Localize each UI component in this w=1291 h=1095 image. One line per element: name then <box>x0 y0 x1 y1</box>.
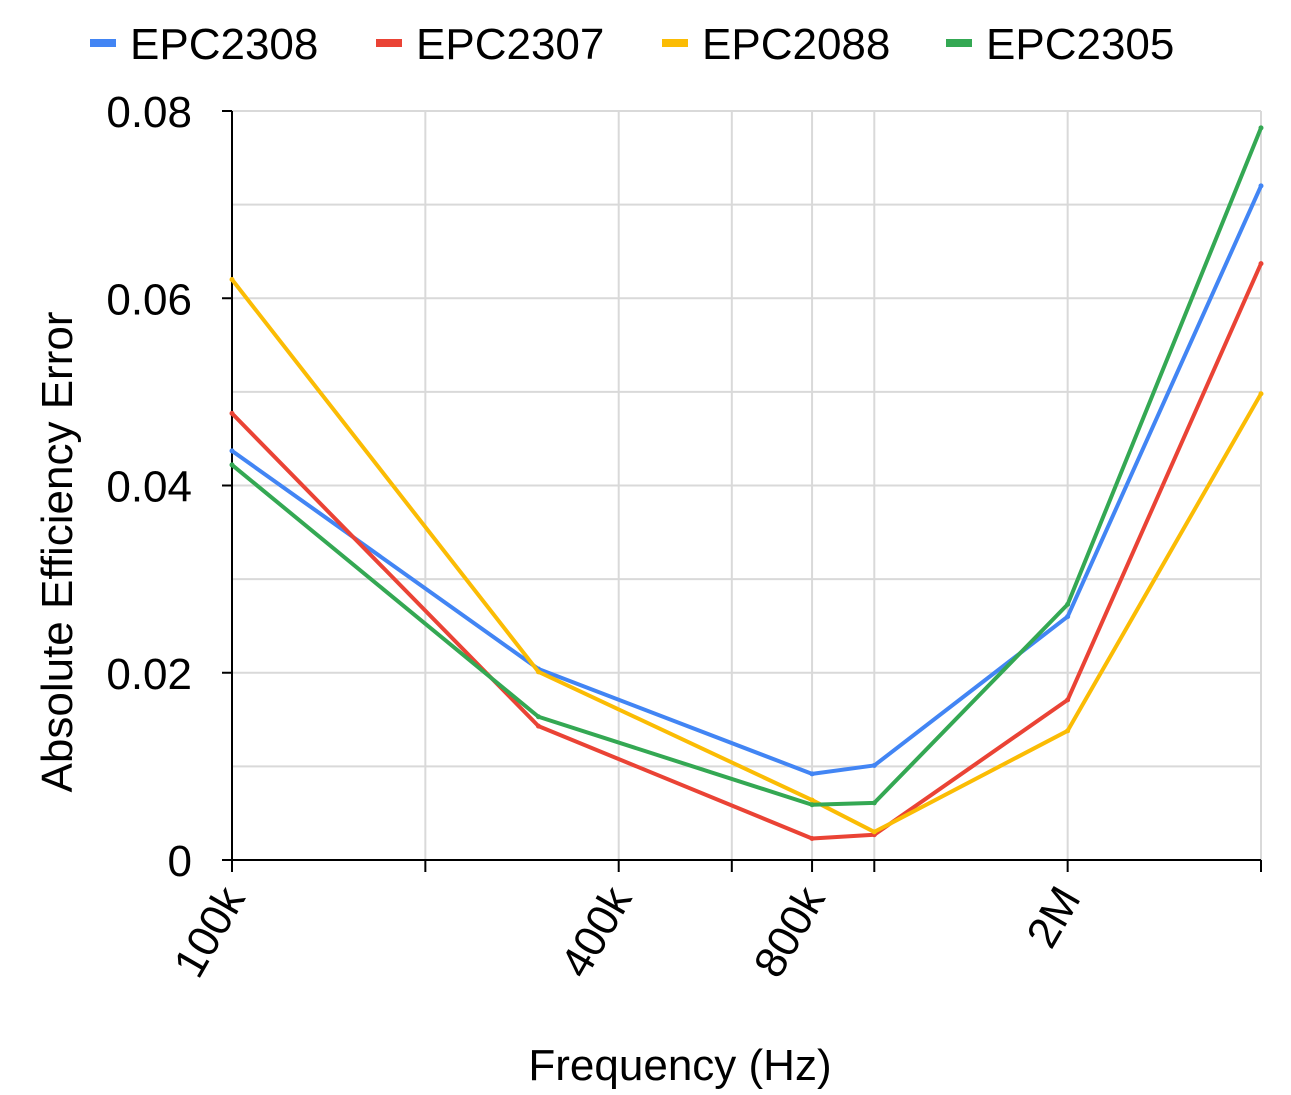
y-tick-label: 0.08 <box>106 88 192 137</box>
data-point-epc2308 <box>871 762 877 768</box>
data-point-epc2307 <box>809 835 815 841</box>
data-point-epc2305 <box>871 800 877 806</box>
legend-label: EPC2308 <box>130 20 318 69</box>
tick-labels: 0 0.02 0.04 0.06 0.08 100k 400k 800k 2M <box>106 88 1090 986</box>
data-point-epc2307 <box>229 410 235 416</box>
x-tick-label: 400k <box>551 878 642 986</box>
data-point-epc2088 <box>535 669 541 675</box>
data-point-epc2308 <box>229 448 235 454</box>
series-line-epc2088 <box>230 277 1263 834</box>
data-point-epc2305 <box>809 802 815 808</box>
y-tick-label: 0.04 <box>106 463 192 512</box>
data-point-epc2088 <box>809 797 815 803</box>
data-point-epc2308 <box>1258 183 1264 189</box>
legend-label: EPC2088 <box>702 20 890 69</box>
series-line-epc2307 <box>230 261 1263 841</box>
data-point-epc2088 <box>871 829 877 835</box>
y-tick-label: 0.02 <box>106 650 192 699</box>
legend-swatch <box>376 39 402 47</box>
series-line-epc2305 <box>230 125 1263 807</box>
legend-label: EPC2305 <box>986 20 1174 69</box>
data-point-epc2307 <box>535 723 541 729</box>
data-point-epc2305 <box>229 462 235 468</box>
data-point-epc2308 <box>1065 614 1071 620</box>
axes <box>222 110 1262 872</box>
data-point-epc2307 <box>1258 261 1264 267</box>
series-line-epc2308 <box>230 183 1263 776</box>
data-point-epc2305 <box>1258 125 1264 131</box>
data-point-epc2088 <box>229 277 235 283</box>
y-tick-label: 0 <box>168 837 192 886</box>
x-tick-label: 100k <box>165 878 256 986</box>
data-point-epc2305 <box>1065 601 1071 607</box>
data-point-epc2308 <box>809 771 815 777</box>
gridlines <box>232 110 1262 860</box>
legend: EPC2308 EPC2307 EPC2088 EPC2305 <box>90 20 1174 69</box>
x-tick-label: 800k <box>745 878 836 986</box>
x-tick-label: 2M <box>1017 879 1090 956</box>
data-point-epc2088 <box>1258 391 1264 397</box>
legend-swatch <box>662 39 688 47</box>
series-lines <box>229 125 1264 841</box>
legend-swatch <box>946 39 972 47</box>
data-point-epc2088 <box>1065 728 1071 734</box>
x-axis-title: Frequency (Hz) <box>528 1041 831 1090</box>
y-tick-label: 0.06 <box>106 275 192 324</box>
legend-swatch <box>90 39 116 47</box>
legend-label: EPC2307 <box>416 20 604 69</box>
data-point-epc2307 <box>1065 697 1071 703</box>
data-point-epc2305 <box>535 714 541 720</box>
y-axis-title: Absolute Efficiency Error <box>33 312 82 793</box>
